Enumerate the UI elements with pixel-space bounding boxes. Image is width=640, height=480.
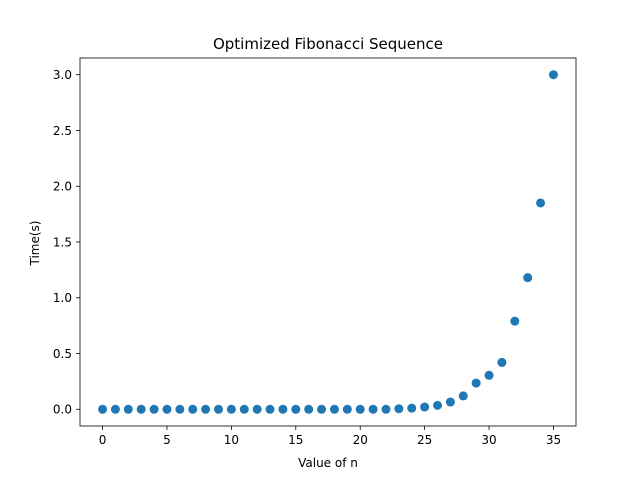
data-point	[291, 404, 301, 414]
x-tick-label: 30	[481, 433, 496, 447]
data-point	[355, 404, 365, 414]
data-point	[123, 404, 133, 414]
data-point	[523, 273, 533, 283]
data-point	[548, 70, 558, 80]
data-point	[329, 404, 339, 414]
data-point	[445, 397, 455, 407]
data-point	[252, 404, 262, 414]
x-axis-ticks: 0 5 10 15 20 25 30 35	[99, 426, 561, 447]
data-point	[265, 404, 275, 414]
data-point	[420, 402, 430, 412]
data-point	[162, 404, 172, 414]
y-tick-label: 2.0	[53, 180, 72, 194]
x-axis-label: Value of n	[298, 456, 358, 470]
data-point	[510, 316, 520, 326]
x-tick-label: 25	[417, 433, 432, 447]
y-tick-label: 0.0	[53, 403, 72, 417]
data-point	[226, 404, 236, 414]
data-point	[471, 378, 481, 388]
data-point	[381, 404, 391, 414]
data-point	[136, 404, 146, 414]
data-points	[98, 70, 558, 414]
y-axis-ticks: 0.0 0.5 1.0 1.5 2.0 2.5 3.0	[53, 68, 80, 417]
y-tick-label: 0.5	[53, 347, 72, 361]
data-point	[304, 404, 314, 414]
data-point	[368, 404, 378, 414]
y-axis-label: Time(s)	[28, 221, 42, 267]
data-point	[239, 404, 249, 414]
y-tick-label: 2.5	[53, 124, 72, 138]
x-tick-label: 0	[99, 433, 107, 447]
data-point	[458, 391, 468, 401]
data-point	[342, 404, 352, 414]
y-tick-label: 1.5	[53, 235, 72, 249]
x-tick-label: 5	[163, 433, 171, 447]
data-point	[213, 404, 223, 414]
y-tick-label: 1.0	[53, 291, 72, 305]
data-point	[98, 404, 108, 414]
data-point	[317, 404, 327, 414]
data-point	[484, 370, 494, 380]
y-tick-label: 3.0	[53, 68, 72, 82]
data-point	[175, 404, 185, 414]
chart-title: Optimized Fibonacci Sequence	[213, 35, 443, 53]
plot-area-border	[79, 57, 577, 427]
x-tick-label: 20	[353, 433, 368, 447]
data-point	[201, 404, 211, 414]
data-point	[278, 404, 288, 414]
data-point	[149, 404, 159, 414]
x-tick-label: 35	[546, 433, 561, 447]
data-point	[433, 400, 443, 410]
data-point	[394, 404, 404, 414]
data-point	[497, 357, 507, 367]
data-point	[110, 404, 120, 414]
data-point	[536, 198, 546, 208]
data-point	[407, 403, 417, 413]
x-tick-label: 10	[224, 433, 239, 447]
axes-frame	[79, 57, 577, 427]
x-tick-label: 15	[288, 433, 303, 447]
data-point	[188, 404, 198, 414]
